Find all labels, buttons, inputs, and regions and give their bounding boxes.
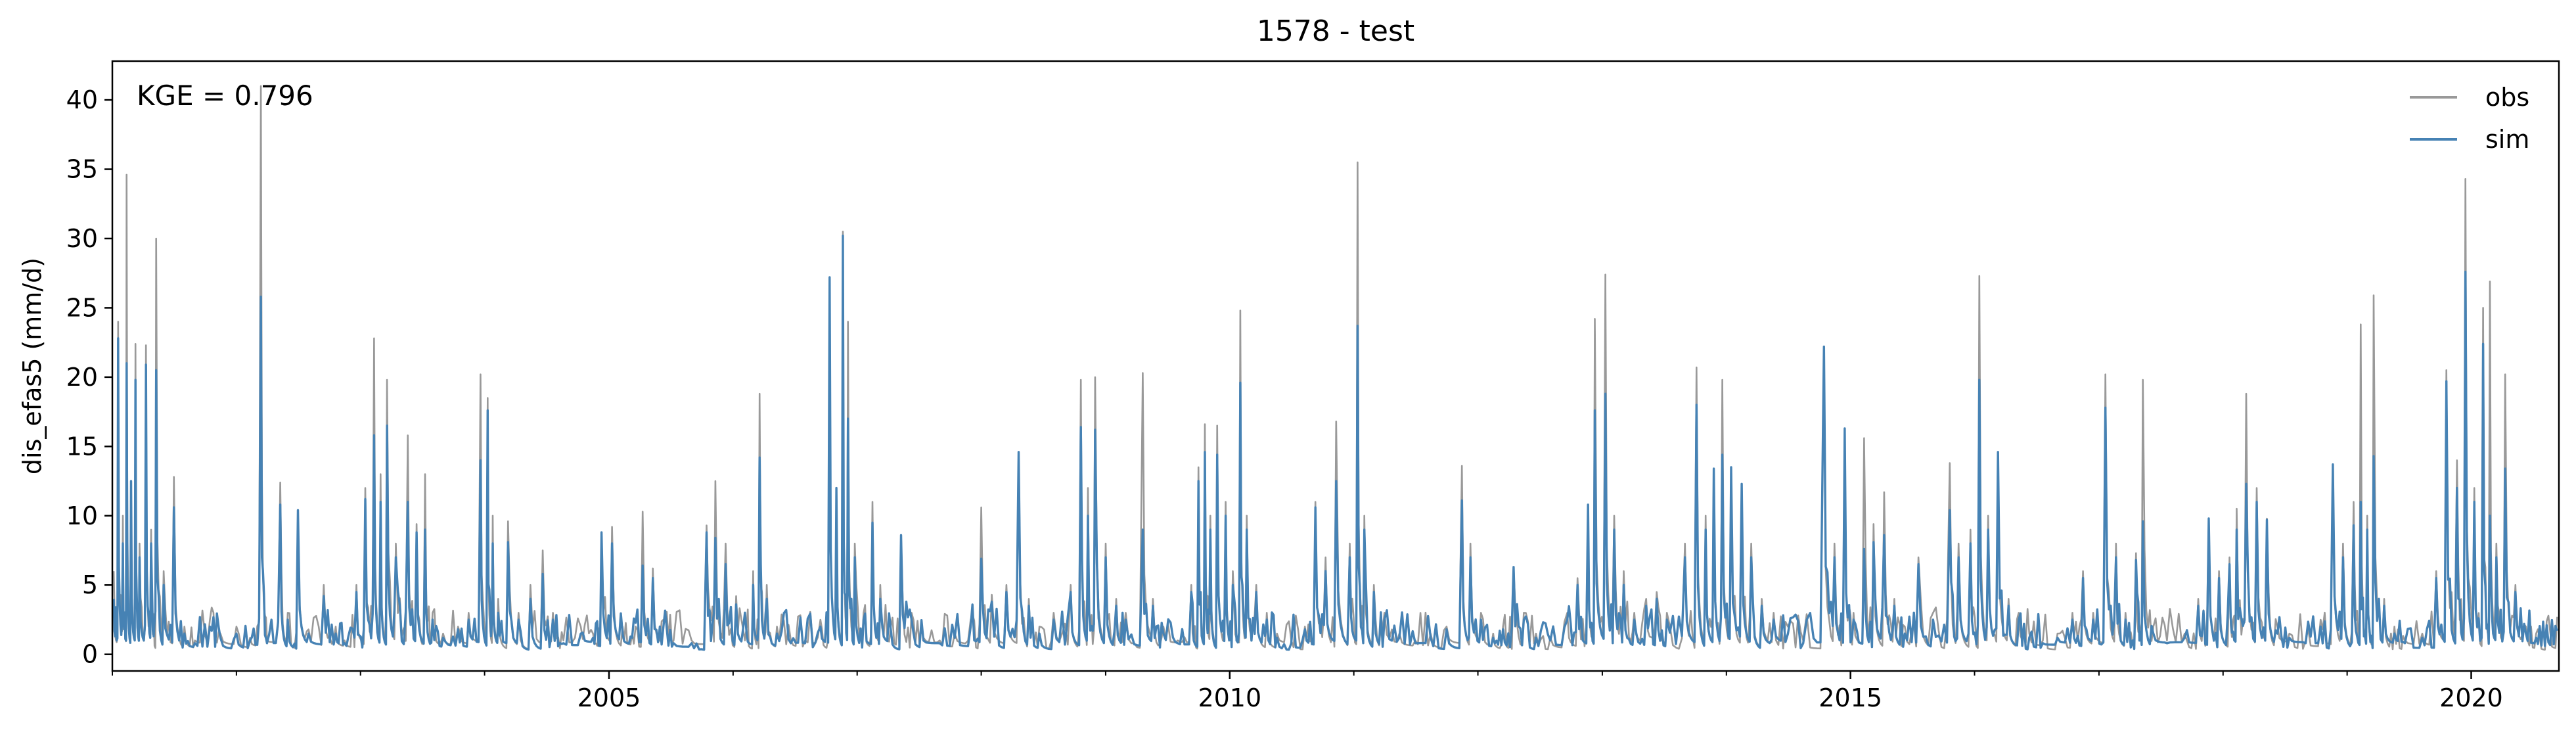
series-line-sim (112, 235, 2558, 651)
series-line-obs (112, 85, 2558, 651)
x-axis: 2005 2010 2015 2020 (112, 671, 2503, 712)
x-tick-label: 2020 (2439, 683, 2503, 712)
plot-frame (111, 60, 2560, 672)
y-tick-label: 25 (66, 293, 98, 322)
legend: obs sim (2410, 83, 2529, 154)
legend-label-obs: obs (2485, 83, 2529, 112)
legend-label-sim: sim (2485, 125, 2529, 154)
kge-annotation: KGE = 0.796 (137, 80, 313, 112)
y-tick-label: 15 (66, 432, 98, 461)
y-tick-label: 35 (66, 155, 98, 184)
y-tick-label: 0 (82, 640, 98, 669)
y-tick-label: 30 (66, 224, 98, 253)
y-tick-label: 40 (66, 85, 98, 114)
y-tick-label: 20 (66, 363, 98, 392)
series-layer (112, 85, 2558, 651)
y-tick-label: 10 (66, 501, 98, 530)
chart-title: 1578 - test (1257, 14, 1414, 48)
y-tick-label: 5 (82, 570, 98, 599)
x-tick-label: 2010 (1198, 683, 1261, 712)
y-axis-label: dis_efas5 (mm/d) (18, 258, 47, 474)
x-tick-label: 2015 (1819, 683, 1882, 712)
x-tick-label: 2005 (577, 683, 641, 712)
axes-layer (111, 60, 2560, 672)
y-axis: 0 5 10 15 20 25 30 35 40 (66, 85, 112, 669)
